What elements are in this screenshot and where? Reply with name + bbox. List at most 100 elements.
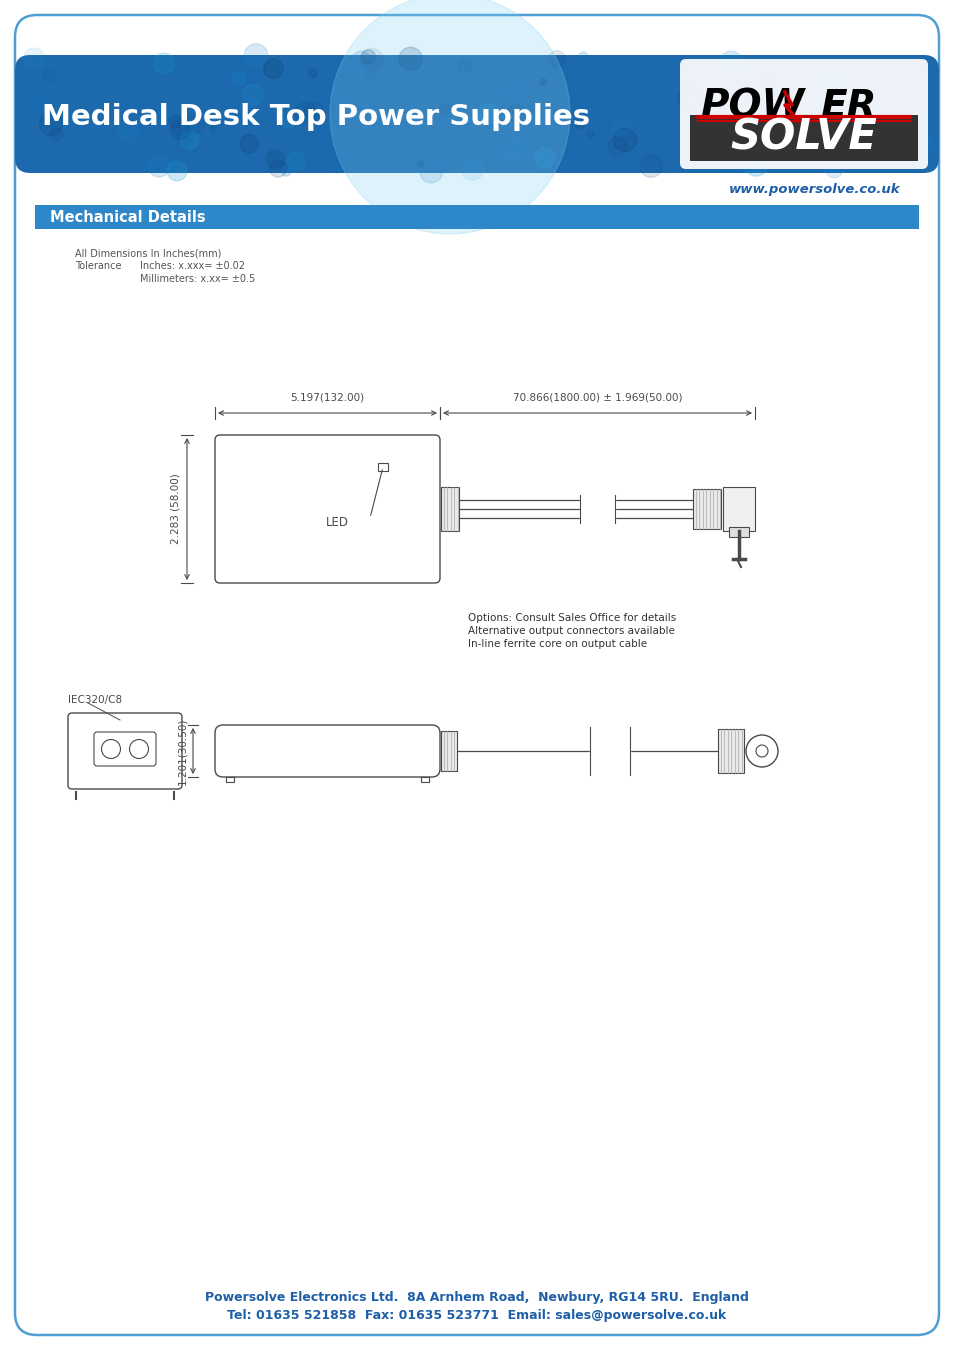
Text: Medical Desk Top Power Supplies: Medical Desk Top Power Supplies xyxy=(42,103,590,131)
Circle shape xyxy=(611,119,629,136)
Circle shape xyxy=(287,153,305,170)
Circle shape xyxy=(764,74,773,84)
Circle shape xyxy=(841,99,847,104)
Circle shape xyxy=(613,128,636,151)
Bar xyxy=(420,778,429,782)
Circle shape xyxy=(324,89,343,107)
Text: Millimeters: x.xx= ±0.5: Millimeters: x.xx= ±0.5 xyxy=(140,274,255,284)
Text: IEC320/C8: IEC320/C8 xyxy=(68,695,122,705)
Text: Tolerance: Tolerance xyxy=(75,261,121,271)
Circle shape xyxy=(210,126,216,132)
Text: Alternative output connectors available: Alternative output connectors available xyxy=(468,626,674,636)
Circle shape xyxy=(457,59,471,73)
Circle shape xyxy=(294,104,311,120)
Circle shape xyxy=(720,51,741,73)
Circle shape xyxy=(365,66,376,78)
Circle shape xyxy=(43,70,55,82)
Circle shape xyxy=(419,159,442,182)
Circle shape xyxy=(461,158,483,180)
Circle shape xyxy=(396,143,404,151)
Text: ER: ER xyxy=(820,88,876,126)
Circle shape xyxy=(906,85,913,92)
Circle shape xyxy=(825,162,841,178)
Circle shape xyxy=(548,51,565,68)
Bar xyxy=(722,487,754,531)
Text: POW: POW xyxy=(700,88,803,126)
Circle shape xyxy=(153,53,174,73)
Circle shape xyxy=(743,153,767,176)
Circle shape xyxy=(304,103,323,122)
Circle shape xyxy=(825,72,842,89)
Bar xyxy=(35,205,918,230)
Circle shape xyxy=(439,104,451,115)
Circle shape xyxy=(122,128,130,136)
Circle shape xyxy=(243,85,263,105)
FancyBboxPatch shape xyxy=(214,435,439,583)
Circle shape xyxy=(496,123,503,130)
FancyBboxPatch shape xyxy=(15,15,938,1335)
Circle shape xyxy=(575,119,585,128)
Circle shape xyxy=(361,50,375,65)
Circle shape xyxy=(171,120,190,139)
Circle shape xyxy=(244,43,268,68)
Circle shape xyxy=(283,119,294,128)
Circle shape xyxy=(908,134,920,146)
Circle shape xyxy=(398,66,420,88)
Circle shape xyxy=(180,131,198,150)
Circle shape xyxy=(116,120,139,142)
Text: Powersolve Electronics Ltd.  8A Arnhem Road,  Newbury, RG14 5RU.  England: Powersolve Electronics Ltd. 8A Arnhem Ro… xyxy=(205,1292,748,1304)
Circle shape xyxy=(281,166,291,176)
Bar xyxy=(440,730,456,771)
FancyBboxPatch shape xyxy=(94,732,156,765)
Circle shape xyxy=(24,49,45,69)
Circle shape xyxy=(639,155,661,177)
Bar xyxy=(377,463,388,471)
Circle shape xyxy=(767,130,791,153)
Text: Options: Consult Sales Office for details: Options: Consult Sales Office for detail… xyxy=(468,613,676,622)
Bar xyxy=(728,526,748,537)
Circle shape xyxy=(755,745,767,757)
Circle shape xyxy=(746,140,768,162)
Text: 1.201(30.50): 1.201(30.50) xyxy=(177,717,187,784)
Circle shape xyxy=(360,49,382,70)
Bar xyxy=(692,489,720,529)
Circle shape xyxy=(39,112,63,135)
Circle shape xyxy=(266,150,284,169)
Circle shape xyxy=(779,84,798,103)
Circle shape xyxy=(270,161,287,177)
Circle shape xyxy=(578,51,587,61)
Circle shape xyxy=(696,66,720,89)
Circle shape xyxy=(130,740,149,759)
Circle shape xyxy=(476,104,497,124)
Circle shape xyxy=(368,62,391,85)
Circle shape xyxy=(294,101,316,124)
Circle shape xyxy=(830,139,837,146)
Circle shape xyxy=(502,138,525,161)
Text: www.powersolve.co.uk: www.powersolve.co.uk xyxy=(727,184,899,197)
Circle shape xyxy=(504,84,521,101)
Circle shape xyxy=(263,59,283,78)
Circle shape xyxy=(28,92,51,115)
Circle shape xyxy=(678,86,700,109)
Circle shape xyxy=(167,161,187,181)
Circle shape xyxy=(507,104,524,122)
Text: Mechanical Details: Mechanical Details xyxy=(50,211,206,225)
Circle shape xyxy=(539,78,546,85)
FancyBboxPatch shape xyxy=(68,713,182,788)
Text: Inches: x.xxx= ±0.02: Inches: x.xxx= ±0.02 xyxy=(140,261,245,271)
Bar xyxy=(226,778,233,782)
Text: In-line ferrite core on output cable: In-line ferrite core on output cable xyxy=(468,639,646,649)
Circle shape xyxy=(148,155,170,177)
Circle shape xyxy=(176,130,192,144)
Circle shape xyxy=(101,740,120,759)
Text: 2.283 (58.00): 2.283 (58.00) xyxy=(171,474,181,544)
Bar xyxy=(689,115,917,161)
Circle shape xyxy=(309,69,317,77)
Circle shape xyxy=(185,115,204,134)
FancyBboxPatch shape xyxy=(214,725,439,778)
Circle shape xyxy=(51,128,63,142)
Text: 5.197(132.00): 5.197(132.00) xyxy=(290,393,364,404)
Circle shape xyxy=(330,0,569,234)
Bar xyxy=(440,487,458,531)
Text: 70.866(1800.00) ± 1.969(50.00): 70.866(1800.00) ± 1.969(50.00) xyxy=(512,393,681,404)
